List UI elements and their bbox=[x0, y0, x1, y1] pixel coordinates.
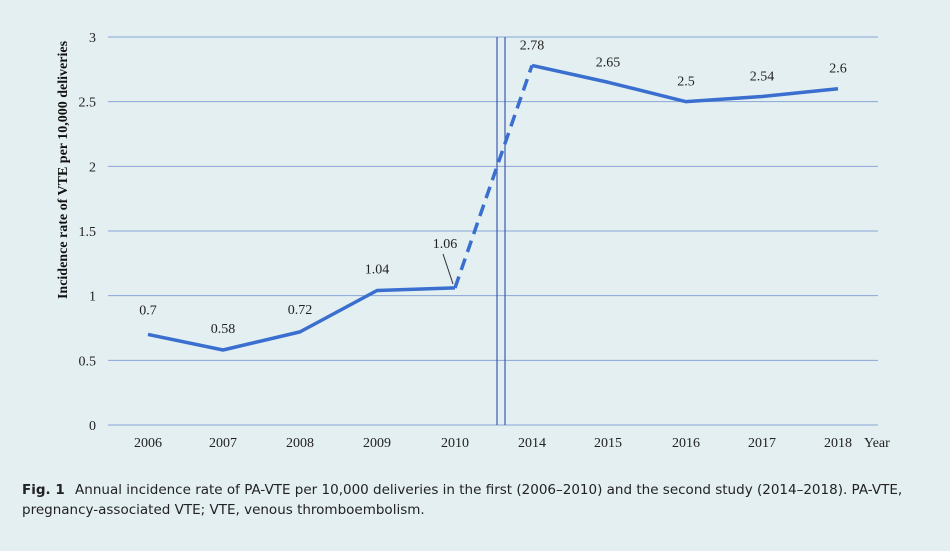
study-break-divider bbox=[496, 37, 506, 425]
y-tick-label: 1.5 bbox=[79, 225, 97, 240]
data-labels: 0.7 0.58 0.72 1.04 1.06 2.78 2.65 2.5 2.54 2.6 bbox=[139, 38, 847, 337]
y-tick-label: 0.5 bbox=[79, 354, 97, 369]
y-axis-ticks: 0 0.5 1 1.5 2 2.5 3 bbox=[79, 31, 97, 434]
x-tick-label: 2010 bbox=[441, 436, 469, 451]
series-segment-first-study bbox=[147, 286, 456, 352]
y-tick-label: 2.5 bbox=[79, 96, 97, 111]
series-segment-second-study bbox=[531, 63, 839, 104]
x-tick-label: 2008 bbox=[286, 436, 314, 451]
x-tick-label: 2015 bbox=[594, 436, 622, 451]
x-tick-label: 2006 bbox=[134, 436, 162, 451]
x-tick-label: 2017 bbox=[748, 436, 776, 451]
series-line bbox=[147, 63, 839, 352]
x-tick-label: 2009 bbox=[363, 436, 391, 451]
figure-label: Fig. 1 bbox=[22, 482, 65, 498]
x-axis-ticks: 2006 2007 2008 2009 2010 2014 2015 2016 2017 2018 bbox=[134, 436, 852, 451]
y-tick-label: 0 bbox=[89, 419, 96, 434]
x-tick-label: 2018 bbox=[824, 436, 852, 451]
x-tick-label: 2014 bbox=[518, 436, 546, 451]
caption-text: Annual incidence rate of PA-VTE per 10,0… bbox=[22, 482, 903, 518]
line-chart: 00.511.522.53 2006 2007 2008 2009 2010 2014 20… bbox=[56, 31, 890, 451]
data-label: 1.04 bbox=[365, 262, 390, 277]
figure-caption: Fig. 1 Annual incidence rate of PA-VTE p… bbox=[22, 480, 932, 520]
y-tick-label: 3 bbox=[89, 31, 96, 46]
y-tick-label: 1 bbox=[89, 290, 96, 305]
x-axis-label: Year bbox=[864, 436, 890, 451]
data-label: 0.72 bbox=[288, 303, 313, 318]
x-tick-label: 2016 bbox=[672, 436, 700, 451]
data-label: 2.65 bbox=[596, 55, 621, 70]
data-label: 2.54 bbox=[750, 69, 775, 84]
y-axis-label: Incidence rate of VTE per 10,000 deliver… bbox=[56, 40, 71, 299]
data-label: 2.6 bbox=[829, 62, 847, 77]
data-label: 0.7 bbox=[139, 303, 157, 318]
label-leader-line bbox=[442, 253, 454, 285]
data-label: 1.06 bbox=[433, 237, 458, 252]
gridlines bbox=[108, 36, 878, 426]
data-label: 2.78 bbox=[520, 38, 545, 53]
series-segment-gap bbox=[453, 64, 534, 289]
x-tick-label: 2007 bbox=[209, 436, 237, 451]
data-label: 0.58 bbox=[211, 322, 236, 337]
data-label: 2.5 bbox=[677, 75, 695, 90]
y-tick-label: 2 bbox=[89, 160, 96, 175]
